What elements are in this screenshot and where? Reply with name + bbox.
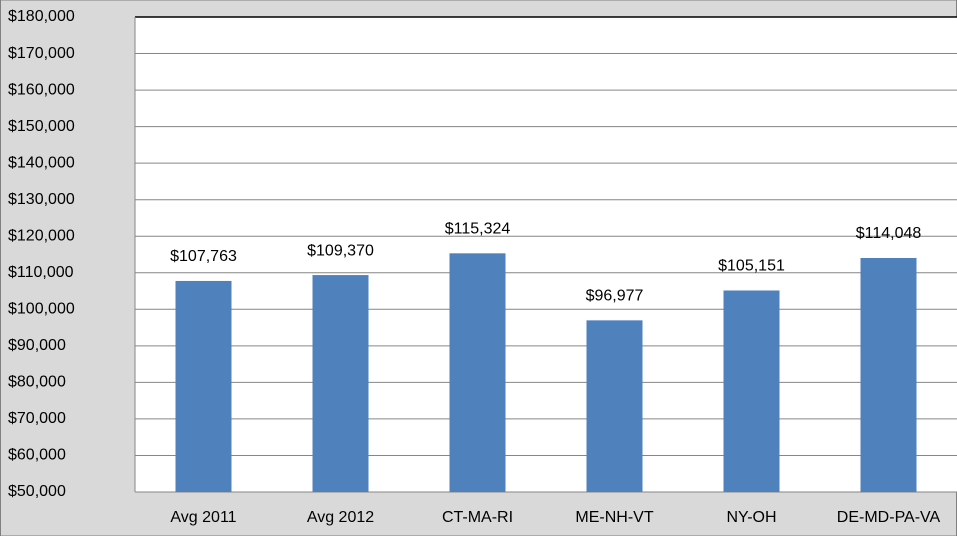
bar xyxy=(312,275,369,492)
data-label: $96,977 xyxy=(586,288,644,305)
x-tick-label: NY-OH xyxy=(726,509,776,526)
y-tick-label: $50,000 xyxy=(8,483,66,500)
y-tick-label: $110,000 xyxy=(8,264,74,281)
y-tick-label: $180,000 xyxy=(8,8,75,25)
x-tick-label: CT-MA-RI xyxy=(442,509,513,526)
plot-area xyxy=(135,17,957,492)
y-tick-label: $70,000 xyxy=(8,410,66,427)
y-tick-label: $80,000 xyxy=(8,374,66,391)
bar xyxy=(449,253,506,492)
bar xyxy=(175,280,232,492)
data-label: $114,048 xyxy=(856,225,922,242)
bar xyxy=(586,320,643,492)
x-tick-label: ME-NH-VT xyxy=(575,509,653,526)
y-tick-label: $90,000 xyxy=(8,337,66,354)
y-tick-label: $120,000 xyxy=(8,227,75,244)
y-tick-label: $150,000 xyxy=(8,118,75,135)
data-label: $105,151 xyxy=(718,258,785,275)
data-label: $107,763 xyxy=(170,248,237,265)
y-tick-label: $100,000 xyxy=(8,301,75,318)
bar xyxy=(723,290,780,492)
data-label: $109,370 xyxy=(307,242,374,259)
y-tick-label: $60,000 xyxy=(8,447,66,464)
x-tick-label: Avg 2011 xyxy=(170,509,236,526)
y-tick-label: $170,000 xyxy=(8,45,75,62)
data-label: $115,324 xyxy=(445,221,511,238)
y-tick-label: $130,000 xyxy=(8,191,75,208)
x-tick-label: DE-MD-PA-VA xyxy=(837,509,941,526)
x-tick-label: Avg 2012 xyxy=(307,509,374,526)
y-tick-label: $160,000 xyxy=(8,81,75,98)
bar xyxy=(860,257,917,492)
y-tick-label: $140,000 xyxy=(8,154,75,171)
